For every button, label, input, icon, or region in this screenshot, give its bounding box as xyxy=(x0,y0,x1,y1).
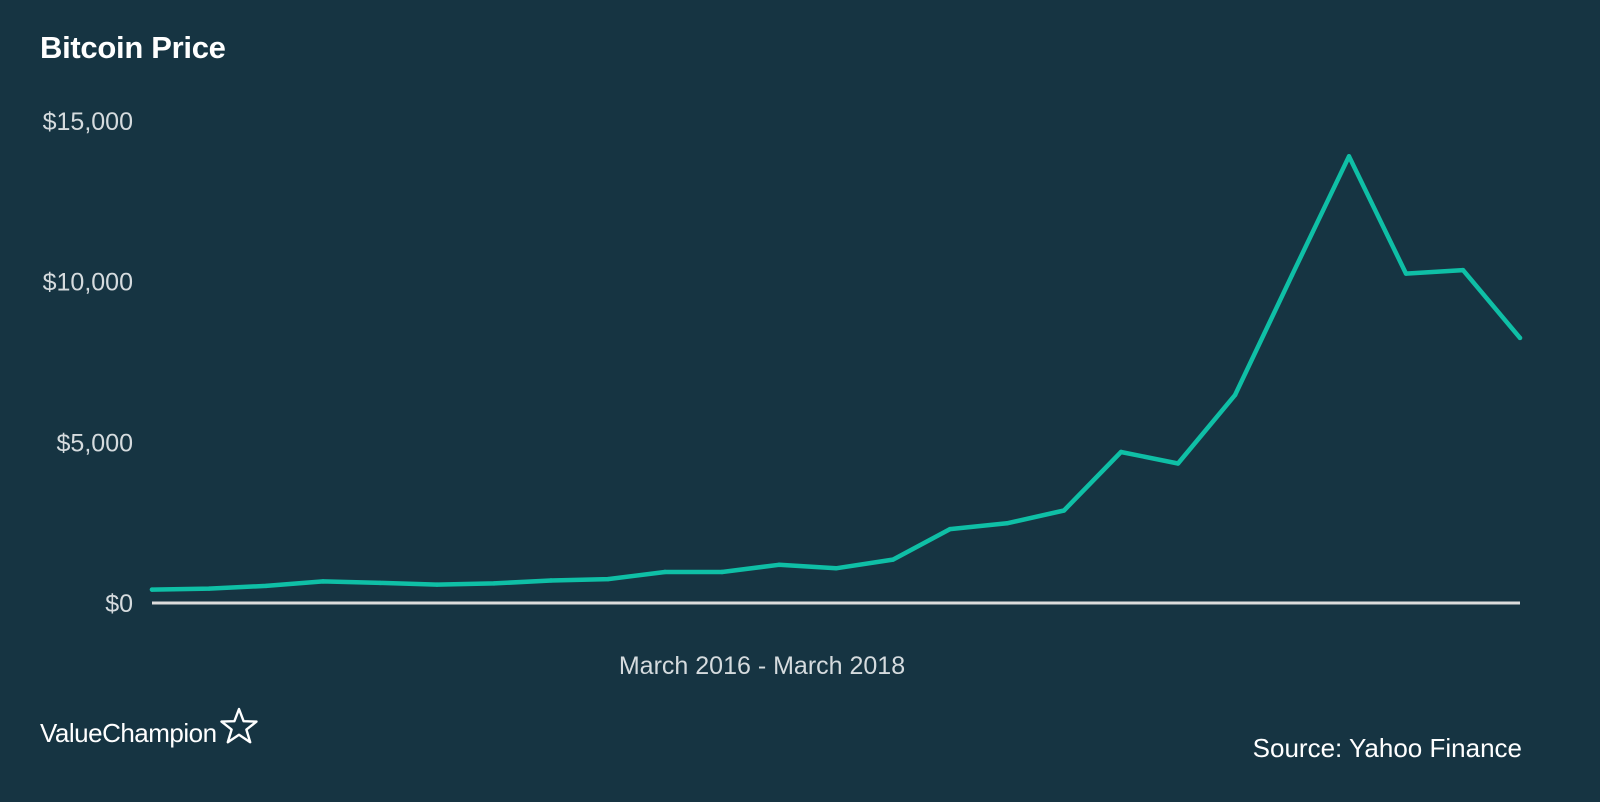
data-point xyxy=(1460,267,1466,273)
star-outline-icon xyxy=(219,707,258,743)
data-point xyxy=(719,569,725,575)
series-line-bitcoin-price xyxy=(149,154,1523,592)
data-point xyxy=(320,579,326,584)
y-tick-label: $0 xyxy=(105,590,133,618)
data-point xyxy=(434,582,440,587)
y-tick-label: $10,000 xyxy=(43,269,133,297)
data-point xyxy=(947,526,953,532)
data-point xyxy=(1232,392,1238,398)
data-point xyxy=(1118,449,1124,455)
source-credit: Source: Yahoo Finance xyxy=(1252,733,1522,763)
y-tick-label: $5,000 xyxy=(57,429,133,457)
data-point xyxy=(491,581,497,586)
data-point xyxy=(1403,271,1409,276)
chart-title: Bitcoin Price xyxy=(40,30,226,65)
data-point xyxy=(833,566,839,571)
data-point xyxy=(890,557,896,562)
data-point xyxy=(776,562,782,567)
data-point xyxy=(149,587,155,592)
data-point xyxy=(1289,273,1295,278)
brand-name: ValueChampion xyxy=(40,718,217,748)
data-points xyxy=(149,154,1523,592)
brand-logo: ValueChampion xyxy=(40,707,259,749)
data-point xyxy=(1517,335,1523,341)
y-tick-label: $15,000 xyxy=(43,108,133,136)
data-point xyxy=(1061,508,1067,513)
y-tick-labels: $0 $5,000 $10,000 $15,000 xyxy=(43,108,133,618)
data-point xyxy=(605,576,611,582)
data-point xyxy=(377,580,383,586)
data-point xyxy=(263,583,269,589)
data-point xyxy=(1004,521,1010,526)
data-point xyxy=(206,586,212,591)
data-point xyxy=(1346,154,1352,159)
data-point xyxy=(548,578,554,583)
data-point xyxy=(1175,461,1181,466)
x-axis-label: March 2016 - March 2018 xyxy=(619,652,905,680)
data-point xyxy=(662,569,668,575)
